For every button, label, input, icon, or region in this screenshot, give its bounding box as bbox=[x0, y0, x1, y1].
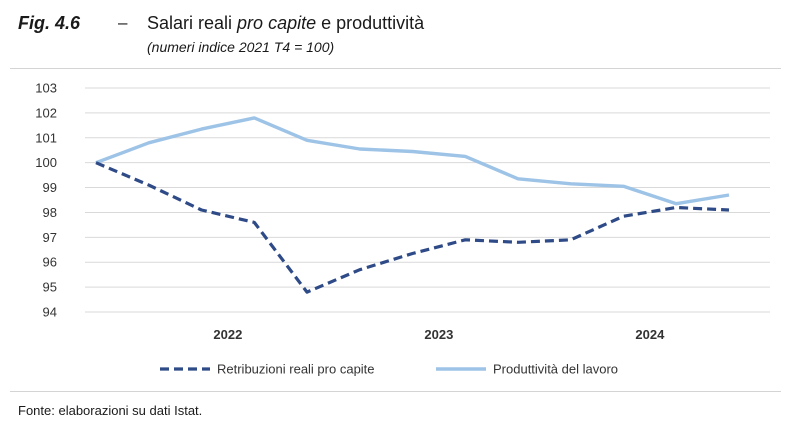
figure-number: Fig. 4.6 bbox=[18, 13, 81, 33]
title-part-italic: pro capite bbox=[237, 13, 317, 33]
source-note: Fonte: elaborazioni su dati Istat. bbox=[18, 403, 203, 418]
x-tick-label: 2023 bbox=[424, 327, 453, 342]
title-part-main: Salari reali bbox=[147, 13, 238, 33]
title-part-rest: e produttività bbox=[316, 13, 425, 33]
y-tick-label: 98 bbox=[43, 205, 57, 220]
x-tick-label: 2024 bbox=[635, 327, 665, 342]
y-tick-label: 100 bbox=[35, 155, 57, 170]
legend-retribuzioni-label: Retribuzioni reali pro capite bbox=[217, 362, 375, 377]
figure-title: Salari reali pro capite e produttività bbox=[147, 13, 424, 34]
series-line-retribuzioni bbox=[95, 161, 730, 294]
figure-subtitle: (numeri indice 2021 T4 = 100) bbox=[147, 39, 335, 55]
title-dash: – bbox=[118, 13, 128, 32]
y-tick-label: 94 bbox=[43, 305, 57, 320]
y-tick-label: 101 bbox=[35, 130, 57, 145]
series-line-produttivita bbox=[95, 116, 730, 206]
chart-frame: 94 95 96 97 98 99 100 101 102 103 2022 2023 2024 Retr… bbox=[10, 68, 781, 392]
y-tick-label: 96 bbox=[43, 255, 57, 270]
y-tick-label: 97 bbox=[43, 230, 57, 245]
x-tick-label: 2022 bbox=[213, 327, 242, 342]
y-tick-label: 102 bbox=[35, 105, 57, 120]
y-tick-label: 95 bbox=[43, 280, 57, 295]
y-tick-label: 99 bbox=[43, 180, 57, 195]
y-tick-label: 103 bbox=[35, 81, 57, 96]
line-chart: 94 95 96 97 98 99 100 101 102 103 2022 2023 2024 Retr… bbox=[35, 81, 770, 377]
legend-produttivita-label: Produttività del lavoro bbox=[493, 362, 618, 377]
